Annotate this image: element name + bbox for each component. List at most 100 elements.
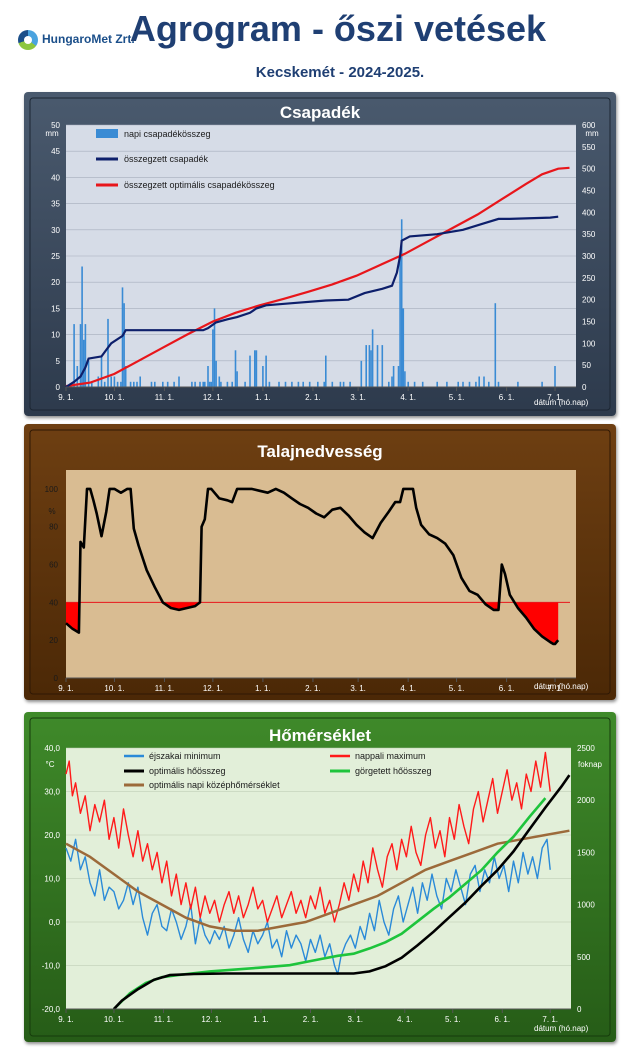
precipitation-y2-tick-label: 450 [582,187,596,196]
precipitation-x-tick-label-11-1: 11. 1. [155,393,174,402]
precipitation-bar [278,381,280,387]
page-title: Agrogram - őszi vetések [129,8,547,49]
precipitation-bar [116,381,119,387]
precipitation-bar [478,376,480,387]
precipitation-bar [97,376,100,387]
temperature-x-tick-label-3-1: 3. 1. [347,1015,363,1024]
temperature-y2-tick-label: 500 [577,953,591,962]
precipitation-bar [368,345,371,387]
temperature-y-tick-label: 20,0 [44,831,60,840]
precipitation-bar [407,381,409,387]
soil-moisture-y-unit: % [48,507,55,516]
precipitation-y2-tick-label: 350 [582,230,596,239]
temperature-y2-tick-label: 1500 [577,848,595,857]
precipitation-bar [213,308,216,387]
precipitation-bar [388,381,390,387]
precipitation-bar [154,381,156,387]
soil-moisture-y-tick-label: 0 [54,674,59,683]
precipitation-bar [302,381,304,387]
precipitation-x-label: dátum (hó.nap) [534,398,589,407]
precipitation-bar [204,381,206,387]
temperature-x-tick-label-1-1: 1. 1. [253,1015,269,1024]
temperature-x-tick-label-11-1: 11. 1. [154,1015,173,1024]
soil-moisture-x-tick-label-7-1: 7. 1. [547,684,563,693]
precipitation-bar [268,381,271,387]
soil-moisture-y-tick-label: 20 [49,636,58,645]
precipitation-y2-tick-label: 50 [582,361,591,370]
precipitation-bar [517,381,519,387]
precipitation-bar [397,366,400,387]
precipitation-bar [139,376,141,387]
precipitation-panel: Csapadék 0 5 10 15 20 25 30 35 40 45 50 0 50 100 150 20… [24,92,616,416]
precipitation-bar [291,381,293,387]
precipitation-y-tick-label: 15 [51,304,60,313]
precipitation-bar [457,381,459,387]
temperature-x-tick-label-9-1: 9. 1. [58,1015,74,1024]
temperature-legend: éjszakai minimum nappali maximum optimál… [124,751,432,790]
legend-optimal-mean: optimális napi középhőmérséklet [149,780,280,790]
precipitation-bar [400,219,403,387]
precipitation-y2-tick-label: 100 [582,339,596,348]
precipitation-bar [103,381,106,387]
precipitation-bar [349,381,351,387]
precipitation-bar [376,345,379,387]
precipitation-y-tick-label: 35 [51,200,60,209]
legend-max: nappali maximum [355,751,426,761]
soil-moisture-title: Talajnedvesség [257,442,382,461]
precipitation-bar [173,381,175,387]
precipitation-bar [446,381,448,387]
optimal-precipitation-line [65,166,570,388]
soil-moisture-x-tick-label-10-1: 10. 1. [104,684,124,693]
precipitation-bar [254,350,256,387]
precipitation-y-tick-label: 25 [51,252,60,261]
soil-moisture-x-tick-label-5-1: 5. 1. [449,684,465,693]
day-maximum-line [65,751,551,923]
precipitation-y-tick-label: 0 [56,383,61,392]
precipitation-bar [244,381,246,387]
precipitation-bar [208,381,211,387]
soil-moisture-x-tick-label-4-1: 4. 1. [400,684,416,693]
precipitation-bar [360,360,363,387]
temperature-y-tick-label: -20,0 [42,1005,61,1014]
precipitation-bar [220,381,222,387]
precipitation-y2-tick-label: 150 [582,318,596,327]
precipitation-bar [249,355,251,387]
precipitation-y2-tick-label: 0 [582,383,587,392]
legend-min: éjszakai minimum [149,751,221,761]
precipitation-bar [462,381,464,387]
precipitation-bar [325,355,327,387]
temperature-x-tick-label-5-1: 5. 1. [445,1015,461,1024]
precipitation-bar [194,381,196,387]
precipitation-bar [297,381,300,387]
precipitation-chart: Csapadék 0510152025303540455005010015020… [29,97,611,411]
precipitation-bar [413,381,416,387]
temperature-y2-tick-label: 2500 [577,744,595,753]
precipitation-y-tick-label: 5 [56,357,61,366]
precipitation-y-unit: mm [45,129,59,138]
precipitation-x-tick-label-7-1: 7. 1. [547,393,563,402]
soil-moisture-y-tick-label: 60 [49,561,58,570]
soil-moisture-x-tick-label-9-1: 9. 1. [58,684,74,693]
hungaromet-logo: HungaroMet Zrt. [18,28,138,58]
precipitation-title: Csapadék [280,103,361,122]
precipitation-bar [255,350,258,387]
precipitation-bar [178,376,180,387]
header: HungaroMet Zrt. Agrogram - őszi vetések … [0,0,640,88]
precipitation-bar [150,381,153,387]
soil-moisture-plot-area [66,470,576,678]
precipitation-bar [339,381,342,387]
precipitation-bar [100,355,103,387]
soil-moisture-deficit-area [514,602,559,644]
temperature-y2-unit: foknap [578,760,603,769]
precipitation-bar [212,329,214,387]
precipitation-bar [488,381,490,387]
precipitation-bar [381,345,384,387]
precipitation-y-tick-label: 40 [51,173,60,182]
temperature-y-tick-label: -10,0 [42,962,61,971]
precipitation-bar [107,318,109,387]
precipitation-x-tick-label-2-1: 2. 1. [305,393,321,402]
precipitation-legend: napi csapadékösszeg összegzett csapadék … [96,129,275,190]
temperature-y2-tick-label: 1000 [577,901,595,910]
temperature-x-tick-label-7-1: 7. 1. [542,1015,558,1024]
temperature-y2-tick-label: 2000 [577,796,595,805]
